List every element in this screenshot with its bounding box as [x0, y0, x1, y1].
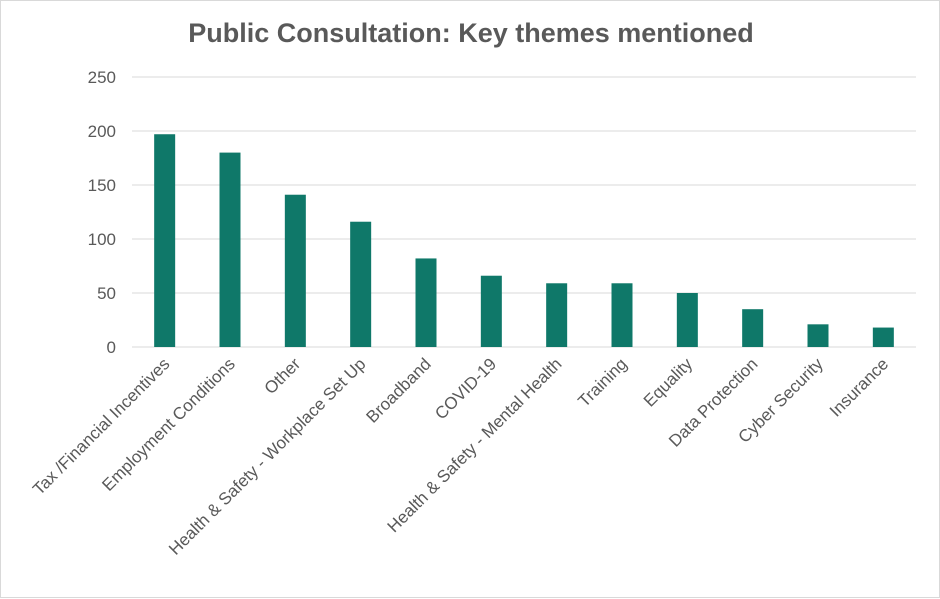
y-tick-label: 0 [107, 338, 116, 357]
x-tick-label: Employment Conditions [98, 354, 238, 494]
bar-8 [676, 293, 698, 347]
y-tick-label: 200 [88, 122, 116, 141]
x-tick-label: Other [261, 354, 305, 398]
y-axis-tick-labels: 0 50 100 150 200 250 [88, 68, 116, 357]
x-tick-label: Training [574, 354, 630, 410]
y-tick-label: 250 [88, 68, 116, 87]
x-tick-label: Insurance [826, 354, 892, 420]
x-tick-label: Broadband [363, 354, 435, 426]
bar-0 [154, 134, 176, 347]
x-tick-label: COVID-19 [431, 354, 500, 423]
y-tick-label: 100 [88, 230, 116, 249]
bar-9 [742, 309, 764, 347]
bar-1 [219, 152, 241, 347]
y-tick-label: 50 [97, 284, 116, 303]
bar-10 [807, 324, 829, 347]
x-tick-label: Equality [640, 354, 697, 411]
bar-7 [611, 283, 633, 347]
y-tick-label: 150 [88, 176, 116, 195]
bars [154, 134, 894, 347]
bar-4 [415, 258, 437, 347]
bar-5 [480, 275, 502, 347]
gridlines [132, 76, 916, 348]
bar-3 [350, 221, 372, 347]
bar-6 [546, 283, 568, 347]
chart-title: Public Consultation: Key themes mentione… [188, 18, 754, 48]
bar-2 [284, 194, 306, 347]
bar-11 [872, 327, 894, 347]
